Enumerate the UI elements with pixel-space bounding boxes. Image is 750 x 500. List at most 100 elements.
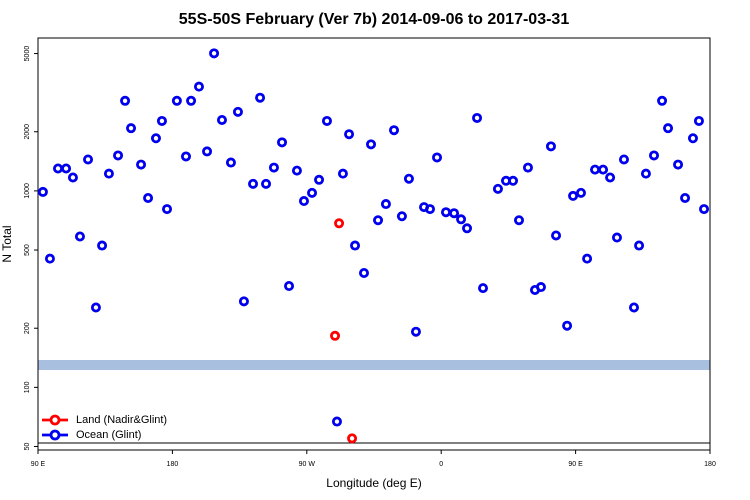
point <box>657 95 668 106</box>
legend-label: Ocean (Glint) <box>76 429 141 441</box>
y-tick-label: 50 <box>24 443 31 451</box>
point <box>321 115 332 126</box>
point <box>492 183 503 194</box>
point <box>649 150 660 161</box>
y-axis-label: N Total <box>0 225 14 262</box>
x-tick-label: 180 <box>167 461 179 468</box>
point <box>456 214 467 225</box>
point <box>44 253 55 264</box>
point <box>373 215 384 226</box>
y-tick-label: 5000 <box>24 46 31 62</box>
point <box>535 282 546 293</box>
legend-marker <box>49 429 61 441</box>
point <box>156 115 167 126</box>
point <box>551 230 562 241</box>
point <box>424 204 435 215</box>
y-tick-label: 2000 <box>24 124 31 140</box>
point <box>514 215 525 226</box>
point <box>284 281 295 292</box>
point <box>389 125 400 136</box>
point <box>522 162 533 173</box>
point <box>171 95 182 106</box>
point <box>432 152 443 163</box>
point <box>83 154 94 165</box>
point <box>403 173 414 184</box>
point <box>103 168 114 179</box>
point <box>225 157 236 168</box>
point <box>598 164 609 175</box>
point <box>380 199 391 210</box>
point <box>261 178 272 189</box>
point <box>277 137 288 148</box>
point <box>449 208 460 219</box>
point <box>61 163 72 174</box>
point <box>268 162 279 173</box>
point <box>238 296 249 307</box>
point <box>396 211 407 222</box>
point <box>248 178 259 189</box>
y-tick-label: 100 <box>24 381 31 393</box>
point <box>618 154 629 165</box>
point <box>209 48 220 59</box>
point <box>331 416 342 427</box>
point <box>462 223 473 234</box>
point <box>113 150 124 161</box>
point <box>298 196 309 207</box>
point <box>334 218 345 229</box>
point <box>193 81 204 92</box>
point <box>97 240 108 251</box>
point <box>687 133 698 144</box>
point <box>699 204 710 215</box>
point <box>136 159 147 170</box>
point <box>634 240 645 251</box>
legend-label: Land (Nadir&Glint) <box>76 414 167 426</box>
y-tick-label: 500 <box>24 244 31 256</box>
point <box>575 187 586 198</box>
point <box>611 232 622 243</box>
point <box>663 123 674 134</box>
point <box>693 115 704 126</box>
x-tick-label: 90 E <box>568 461 583 468</box>
point <box>150 133 161 144</box>
point <box>350 240 361 251</box>
point <box>180 151 191 162</box>
point <box>344 129 355 140</box>
point <box>120 95 131 106</box>
y-tick-label: 200 <box>24 322 31 334</box>
point <box>202 146 213 157</box>
point <box>680 193 691 204</box>
point <box>232 106 243 117</box>
point <box>508 175 519 186</box>
point <box>162 204 173 215</box>
point <box>314 174 325 185</box>
point <box>472 112 483 123</box>
point <box>605 172 616 183</box>
point <box>330 330 341 341</box>
point <box>37 186 48 197</box>
point <box>562 320 573 331</box>
point <box>640 168 651 179</box>
point <box>337 168 348 179</box>
point <box>67 172 78 183</box>
point <box>545 141 556 152</box>
x-tick-label: 90 E <box>31 461 46 468</box>
point <box>53 163 64 174</box>
point <box>478 283 489 294</box>
point <box>628 302 639 313</box>
point <box>366 139 377 150</box>
point <box>291 165 302 176</box>
point <box>582 253 593 264</box>
point <box>568 190 579 201</box>
chart-title: 55S-50S February (Ver 7b) 2014-09-06 to … <box>179 11 570 28</box>
point <box>143 193 154 204</box>
legend-marker <box>49 414 61 426</box>
point <box>255 92 266 103</box>
point <box>358 268 369 279</box>
point <box>90 302 101 313</box>
y-tick-label: 1000 <box>24 183 31 199</box>
point <box>74 231 85 242</box>
point <box>440 207 451 218</box>
point <box>307 187 318 198</box>
point <box>410 326 421 337</box>
